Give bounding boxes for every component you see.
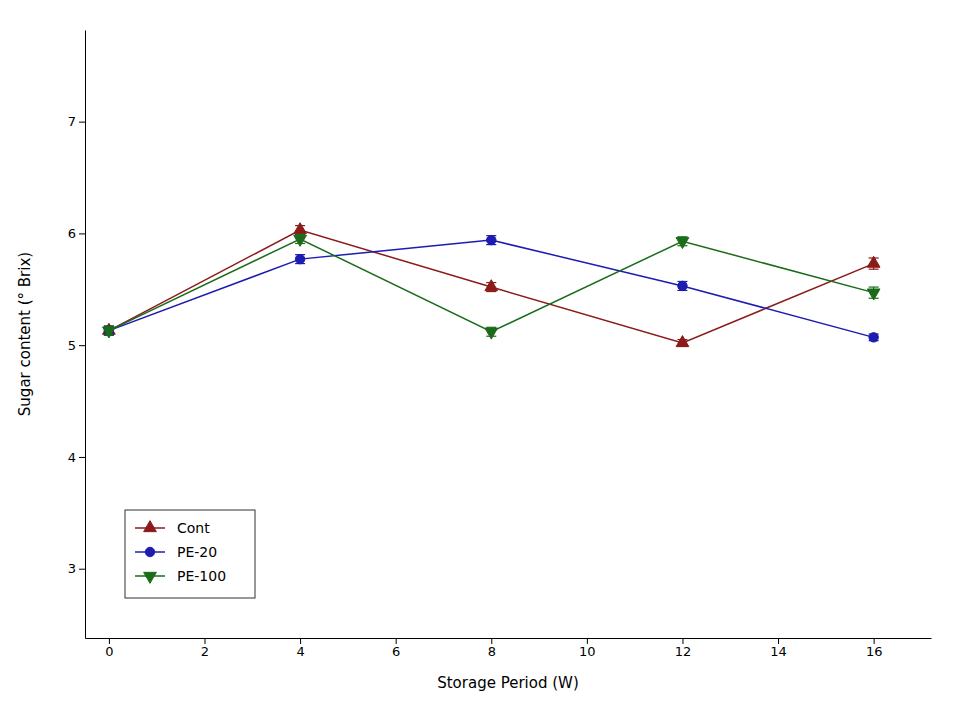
tick-mark <box>874 638 875 644</box>
tick: 6 <box>68 226 85 241</box>
tick-label: 8 <box>488 644 496 659</box>
data-point <box>485 280 498 291</box>
error-bar <box>486 236 496 245</box>
tick: 5 <box>68 338 85 353</box>
tick-label: 4 <box>68 450 76 465</box>
tick: 12 <box>675 638 692 659</box>
series <box>104 235 879 342</box>
error-bar <box>677 281 687 290</box>
legend-swatch <box>144 572 157 583</box>
tick-label: 10 <box>579 644 596 659</box>
data-point <box>869 333 878 342</box>
tick-label: 14 <box>770 644 787 659</box>
tick-label: 7 <box>68 114 76 129</box>
plot: 0 2 4 6 8 10 12 14 16 3 4 5 6 7 Storage Period (W) Suga… <box>16 31 932 693</box>
tick: 4 <box>68 450 85 465</box>
tick-label: 16 <box>866 644 883 659</box>
data-point <box>487 235 496 244</box>
chart: 0 2 4 6 8 10 12 14 16 3 4 5 6 7 Storage Period (W) Suga… <box>0 0 961 708</box>
axis-line <box>85 31 86 639</box>
data-point <box>295 254 304 263</box>
error-bar-cap <box>869 286 879 287</box>
tick: 3 <box>68 561 85 576</box>
tick-mark <box>204 638 205 644</box>
tick-mark <box>682 638 683 644</box>
tick-label: 3 <box>68 561 76 576</box>
series-line <box>109 239 874 332</box>
legend-label: PE-20 <box>177 544 217 560</box>
tick: 10 <box>579 638 596 659</box>
tick-mark <box>109 638 110 644</box>
data-point <box>867 256 880 267</box>
x-axis: 0 2 4 6 8 10 12 14 16 <box>86 638 932 659</box>
tick-mark <box>491 638 492 644</box>
tick-mark <box>79 233 85 234</box>
tick-label: 2 <box>201 644 209 659</box>
axis-line <box>86 638 932 639</box>
data-point <box>676 238 689 249</box>
legend-item: PE-100 <box>135 568 226 584</box>
y-axis: 3 4 5 6 7 <box>68 31 86 639</box>
series <box>103 235 880 340</box>
series <box>103 223 880 347</box>
tick-mark <box>300 638 301 644</box>
tick-mark <box>79 122 85 123</box>
legend-swatch <box>145 547 154 556</box>
legend: Cont PE-20 PE-100 <box>125 510 255 598</box>
legend-item: Cont <box>135 520 210 536</box>
tick: 16 <box>866 638 883 659</box>
tick-mark <box>587 638 588 644</box>
tick: 2 <box>201 638 209 659</box>
legend-swatch <box>144 521 157 532</box>
tick-label: 5 <box>68 338 76 353</box>
data-point <box>678 281 687 290</box>
tick: 0 <box>105 638 113 659</box>
tick-label: 6 <box>68 226 76 241</box>
x-axis-title: Storage Period (W) <box>437 674 579 692</box>
series-line <box>109 230 874 343</box>
error-bar-cap <box>869 269 879 270</box>
legend-label: Cont <box>177 520 210 536</box>
data-point <box>485 328 498 339</box>
tick: 4 <box>296 638 304 659</box>
y-axis-title: Sugar content (° Brix) <box>16 252 34 416</box>
tick-mark <box>79 569 85 570</box>
data-point <box>294 235 307 246</box>
legend-label: PE-100 <box>177 568 226 584</box>
error-bar <box>295 255 305 264</box>
tick-mark <box>79 345 85 346</box>
marks <box>103 223 880 347</box>
tick-mark <box>778 638 779 644</box>
series-line <box>109 240 874 337</box>
data-point <box>867 289 880 300</box>
tick-label: 0 <box>105 644 113 659</box>
tick: 7 <box>68 114 85 129</box>
tick-label: 6 <box>392 644 400 659</box>
legend-item: PE-20 <box>135 544 217 560</box>
tick: 14 <box>770 638 787 659</box>
tick-label: 12 <box>675 644 692 659</box>
data-point <box>676 336 689 347</box>
tick-mark <box>396 638 397 644</box>
data-point <box>294 223 307 234</box>
tick-label: 4 <box>296 644 304 659</box>
legend-frame <box>125 510 255 598</box>
tick: 6 <box>392 638 400 659</box>
data-point <box>103 327 116 338</box>
tick: 8 <box>488 638 496 659</box>
tick-mark <box>79 457 85 458</box>
